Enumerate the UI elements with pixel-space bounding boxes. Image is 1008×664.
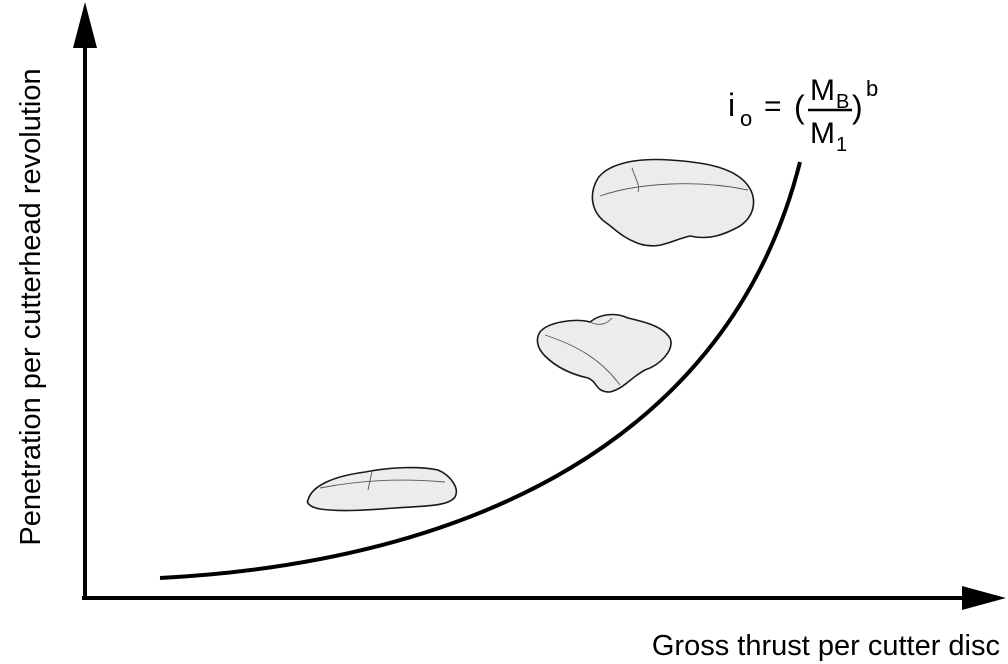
x-axis-arrow [962, 586, 1006, 610]
formula-open: ( [794, 89, 805, 125]
formula-denominator-sub: 1 [836, 134, 847, 156]
rock-medium [536, 313, 672, 393]
formula-lhs-sub: o [740, 106, 752, 131]
rock-small [306, 466, 457, 512]
formula-numerator-sub: B [836, 91, 849, 113]
rock-large [591, 158, 755, 247]
penetration-curve [159, 161, 802, 580]
formula: i o = ( M B M 1 ) b [728, 74, 878, 156]
y-axis-arrow [73, 2, 97, 48]
formula-denominator: M [810, 117, 835, 150]
x-axis-label: Gross thrust per cutter disc [652, 630, 1000, 662]
formula-close: ) [852, 89, 863, 125]
formula-equals: = [764, 90, 782, 123]
y-axis-label: Penetration per cutterhead revolution [15, 68, 47, 545]
formula-exponent: b [866, 76, 878, 101]
formula-numerator: M [810, 74, 835, 107]
formula-lhs: i [728, 87, 735, 123]
